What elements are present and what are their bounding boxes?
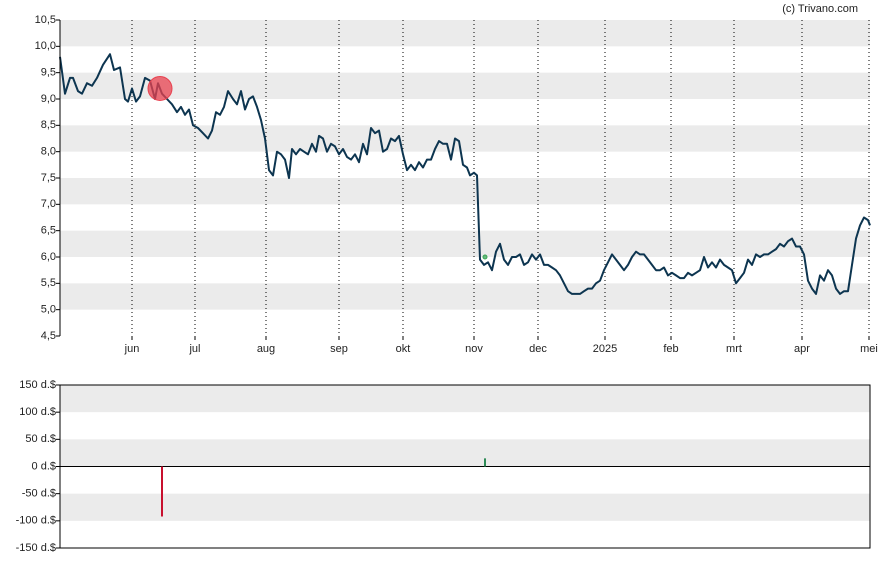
y-tick-label: 8,5 (41, 119, 56, 131)
y-tick-label: 10,0 (35, 40, 56, 52)
x-tick-label: apr (794, 343, 810, 355)
y-tick-label: 8,0 (41, 146, 56, 158)
grid-band (60, 283, 870, 310)
grid-band (60, 178, 870, 205)
y-tick-label: 6,0 (41, 251, 56, 263)
grid-band (60, 20, 870, 47)
x-tick-label: jul (188, 343, 200, 355)
grid-band (60, 72, 870, 99)
x-tick-label: nov (465, 343, 483, 355)
credit: (c) Trivano.com (782, 3, 858, 15)
x-tick-label: mei (860, 343, 878, 355)
y-tick-label: 5,0 (41, 304, 56, 316)
bar (484, 458, 486, 467)
x-tick-label: dec (529, 343, 547, 355)
y-tick-label: 5,5 (41, 277, 56, 289)
y-tick-label: 4,5 (41, 330, 56, 342)
x-tick-label: mrt (726, 343, 742, 355)
grid-band (60, 385, 870, 413)
y-tick-label: 0 d.$ (32, 460, 56, 472)
grid-band (60, 125, 870, 152)
bar (161, 466, 163, 517)
x-tick-label: okt (396, 343, 411, 355)
trade-marker (147, 75, 173, 101)
trade-marker (482, 254, 488, 260)
x-tick-label: feb (663, 343, 678, 355)
y-tick-label: -50 d.$ (22, 488, 56, 500)
y-tick-label: -150 d.$ (16, 542, 56, 554)
x-tick-label: aug (257, 343, 275, 355)
x-tick-label: 2025 (593, 343, 617, 355)
y-tick-label: 150 d.$ (19, 379, 56, 391)
y-tick-label: 10,5 (35, 14, 56, 26)
y-tick-label: 100 d.$ (19, 406, 56, 418)
grid-band (60, 230, 870, 257)
x-tick-label: jun (124, 343, 140, 355)
y-tick-label: 7,5 (41, 172, 56, 184)
price-line (59, 53, 871, 295)
y-tick-label: 9,0 (41, 93, 56, 105)
y-tick-label: -100 d.$ (16, 515, 56, 527)
grid-band (60, 439, 870, 467)
y-tick-label: 50 d.$ (25, 433, 56, 445)
grid-band (60, 493, 870, 521)
x-tick-label: sep (330, 343, 348, 355)
y-tick-label: 9,5 (41, 67, 56, 79)
y-tick-label: 7,0 (41, 198, 56, 210)
y-tick-label: 6,5 (41, 225, 56, 237)
